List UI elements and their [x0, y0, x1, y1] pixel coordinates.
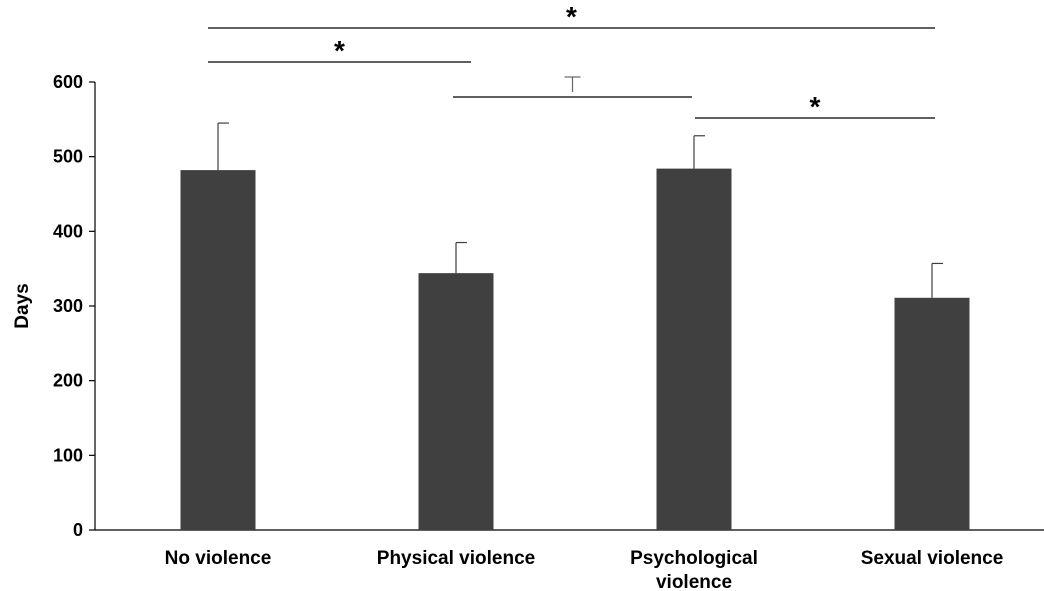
category-label-3: Psychological violence	[630, 548, 758, 591]
significance-brackets: * * *	[208, 1, 935, 122]
bars	[180, 168, 970, 530]
bar-4	[894, 297, 970, 530]
significance-star-1: *	[566, 1, 577, 32]
significance-star-4: *	[810, 91, 821, 122]
y-tick-label: 100	[53, 445, 83, 465]
y-tick-label: 400	[53, 221, 83, 241]
bar-3	[656, 168, 732, 530]
y-axis-title: Days	[12, 283, 33, 328]
category-label-4: Sexual violence	[861, 548, 1004, 569]
y-tick-label: 500	[53, 147, 83, 167]
bar-2	[418, 273, 494, 530]
y-tick-label: 600	[53, 72, 83, 92]
error-bars	[217, 122, 943, 298]
significance-star-2: *	[334, 35, 345, 66]
y-tick-label: 200	[53, 371, 83, 391]
category-labels: No violence Physical violence Psychologica…	[165, 548, 1004, 591]
y-ticks: 0 100 200 300 400 500 600	[53, 72, 95, 540]
y-tick-label: 0	[73, 520, 83, 540]
bar-1	[180, 170, 256, 530]
category-label-2: Physical violence	[377, 548, 535, 569]
category-label-1: No violence	[165, 548, 272, 569]
y-tick-label: 300	[53, 296, 83, 316]
